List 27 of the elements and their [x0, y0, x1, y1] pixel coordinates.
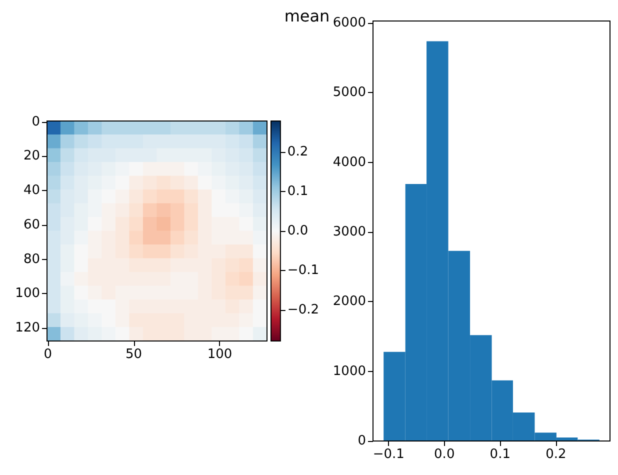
color-bar-label: 0.1: [287, 184, 308, 199]
color-bar-label: −0.2: [287, 302, 320, 318]
y-tick-label: 4000: [332, 154, 366, 170]
y-tick-label: 0: [32, 114, 40, 130]
y-tick-label: 1000: [332, 364, 366, 379]
y-tick-label: 40: [23, 183, 40, 198]
y-tick-label: 120: [15, 320, 40, 336]
x-tick-label: 0.2: [546, 447, 566, 462]
y-tick-label: 2000: [332, 294, 366, 310]
y-tick-label: 3000: [332, 224, 366, 240]
y-tick-label: 6000: [332, 16, 366, 31]
y-tick-label: 20: [23, 148, 40, 164]
x-tick-label: 0.1: [490, 447, 510, 462]
y-tick-label: 60: [23, 217, 40, 232]
x-tick-label: 50: [126, 347, 142, 362]
x-tick-label: 0: [44, 347, 52, 362]
x-tick-label: 100: [207, 347, 232, 362]
y-tick-label: 100: [15, 286, 40, 302]
x-tick-label: −0.1: [372, 447, 404, 462]
color-bar-label: 0.0: [287, 224, 308, 238]
x-tick-label: 0.0: [434, 447, 455, 462]
color-bar-label: 0.2: [287, 144, 308, 160]
y-tick-label: 80: [23, 252, 40, 267]
y-tick-label: 0: [358, 434, 366, 448]
chart-title: mean: [284, 6, 330, 26]
y-tick-label: 5000: [332, 85, 366, 100]
color-bar-label: −0.1: [287, 263, 320, 278]
